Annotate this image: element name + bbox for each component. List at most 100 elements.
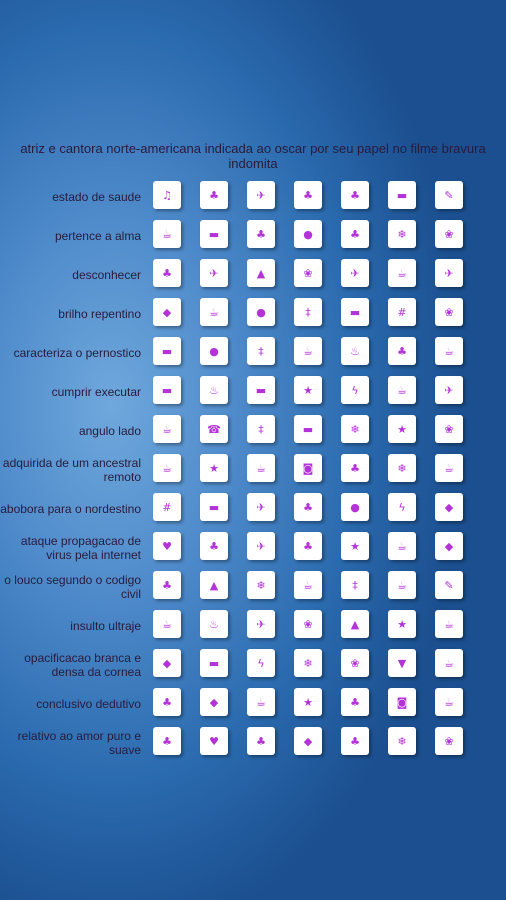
icon-tile[interactable]: ☕: [388, 532, 416, 560]
icon-tile[interactable]: ❄: [388, 454, 416, 482]
icon-tile[interactable]: ☕: [388, 571, 416, 599]
icon-tile[interactable]: ◆: [435, 532, 463, 560]
icon-tile[interactable]: ❄: [388, 727, 416, 755]
icon-tile[interactable]: ♣: [341, 181, 369, 209]
icon-tile[interactable]: ♣: [153, 727, 181, 755]
icon-tile[interactable]: ☕: [294, 337, 322, 365]
icon-tile[interactable]: ★: [294, 376, 322, 404]
icon-tile[interactable]: ◆: [294, 727, 322, 755]
icon-tile[interactable]: ▬: [153, 376, 181, 404]
icon-tile[interactable]: ✈: [247, 181, 275, 209]
icon-tile[interactable]: ❄: [341, 415, 369, 443]
icon-tile[interactable]: ☕: [435, 688, 463, 716]
icon-tile[interactable]: ●: [247, 298, 275, 326]
icon-tile[interactable]: ❄: [294, 649, 322, 677]
icon-tile[interactable]: ✈: [200, 259, 228, 287]
icon-tile[interactable]: ☕: [153, 454, 181, 482]
icon-tile[interactable]: ◙: [294, 454, 322, 482]
icon-tile[interactable]: ϟ: [247, 649, 275, 677]
icon-tile[interactable]: ♣: [247, 220, 275, 248]
icon-tile[interactable]: ♨: [341, 337, 369, 365]
icon-tile[interactable]: ♣: [294, 493, 322, 521]
icon-tile[interactable]: ✈: [247, 610, 275, 638]
icon-tile[interactable]: ◆: [153, 649, 181, 677]
icon-tile[interactable]: ▬: [200, 649, 228, 677]
icon-tile[interactable]: ▬: [247, 376, 275, 404]
icon-tile[interactable]: ❀: [435, 298, 463, 326]
icon-tile[interactable]: ✎: [435, 181, 463, 209]
icon-tile[interactable]: ◙: [388, 688, 416, 716]
icon-tile[interactable]: ♣: [341, 454, 369, 482]
icon-tile[interactable]: ☎: [200, 415, 228, 443]
icon-tile[interactable]: ☕: [247, 688, 275, 716]
icon-tile[interactable]: ☕: [435, 610, 463, 638]
icon-tile[interactable]: ☕: [247, 454, 275, 482]
icon-tile[interactable]: ★: [341, 532, 369, 560]
icon-tile[interactable]: ☕: [388, 259, 416, 287]
icon-tile[interactable]: ★: [388, 415, 416, 443]
icon-tile[interactable]: ‡: [294, 298, 322, 326]
icon-tile[interactable]: ☕: [435, 454, 463, 482]
icon-tile[interactable]: ❀: [435, 727, 463, 755]
icon-tile[interactable]: ♣: [341, 688, 369, 716]
icon-tile[interactable]: ☕: [294, 571, 322, 599]
icon-tile[interactable]: ▬: [200, 493, 228, 521]
icon-tile[interactable]: ★: [200, 454, 228, 482]
icon-tile[interactable]: ▲: [247, 259, 275, 287]
icon-tile[interactable]: ♣: [247, 727, 275, 755]
icon-tile[interactable]: ♥: [153, 532, 181, 560]
icon-tile[interactable]: ✈: [435, 259, 463, 287]
icon-tile[interactable]: ✈: [435, 376, 463, 404]
icon-tile[interactable]: ❄: [388, 220, 416, 248]
icon-tile[interactable]: ♣: [200, 181, 228, 209]
icon-tile[interactable]: #: [388, 298, 416, 326]
icon-tile[interactable]: ♣: [341, 727, 369, 755]
icon-tile[interactable]: ☕: [153, 415, 181, 443]
icon-tile[interactable]: ♨: [200, 376, 228, 404]
icon-tile[interactable]: ●: [200, 337, 228, 365]
icon-tile[interactable]: ♣: [153, 688, 181, 716]
icon-tile[interactable]: ♥: [200, 727, 228, 755]
icon-tile[interactable]: ♣: [341, 220, 369, 248]
icon-tile[interactable]: #: [153, 493, 181, 521]
icon-tile[interactable]: ▬: [341, 298, 369, 326]
icon-tile[interactable]: ❀: [435, 415, 463, 443]
icon-tile[interactable]: ✈: [247, 532, 275, 560]
icon-tile[interactable]: ♣: [388, 337, 416, 365]
icon-tile[interactable]: ☕: [153, 610, 181, 638]
icon-tile[interactable]: ◆: [435, 493, 463, 521]
icon-tile[interactable]: ▲: [200, 571, 228, 599]
icon-tile[interactable]: ♫: [153, 181, 181, 209]
icon-tile[interactable]: ☕: [153, 220, 181, 248]
icon-tile[interactable]: ✈: [247, 493, 275, 521]
icon-tile[interactable]: ♣: [200, 532, 228, 560]
icon-tile[interactable]: ★: [294, 688, 322, 716]
icon-tile[interactable]: ☕: [435, 337, 463, 365]
icon-tile[interactable]: ❀: [294, 610, 322, 638]
icon-tile[interactable]: ▬: [153, 337, 181, 365]
icon-tile[interactable]: ●: [341, 493, 369, 521]
icon-tile[interactable]: ❀: [294, 259, 322, 287]
icon-tile[interactable]: ☕: [388, 376, 416, 404]
icon-tile[interactable]: ‡: [247, 337, 275, 365]
icon-tile[interactable]: ❀: [341, 649, 369, 677]
icon-tile[interactable]: ▲: [341, 610, 369, 638]
icon-tile[interactable]: ❀: [435, 220, 463, 248]
icon-tile[interactable]: ★: [388, 610, 416, 638]
icon-tile[interactable]: ●: [294, 220, 322, 248]
icon-tile[interactable]: ☕: [435, 649, 463, 677]
icon-tile[interactable]: ♣: [294, 532, 322, 560]
icon-tile[interactable]: ✎: [435, 571, 463, 599]
icon-tile[interactable]: ♣: [153, 571, 181, 599]
icon-tile[interactable]: ‡: [247, 415, 275, 443]
icon-tile[interactable]: ♣: [294, 181, 322, 209]
icon-tile[interactable]: ϟ: [388, 493, 416, 521]
icon-tile[interactable]: ◆: [200, 688, 228, 716]
icon-tile[interactable]: ♣: [153, 259, 181, 287]
icon-tile[interactable]: ▬: [200, 220, 228, 248]
icon-tile[interactable]: ♨: [200, 610, 228, 638]
icon-tile[interactable]: ❄: [247, 571, 275, 599]
icon-tile[interactable]: ‡: [341, 571, 369, 599]
icon-tile[interactable]: ▼: [388, 649, 416, 677]
icon-tile[interactable]: ϟ: [341, 376, 369, 404]
